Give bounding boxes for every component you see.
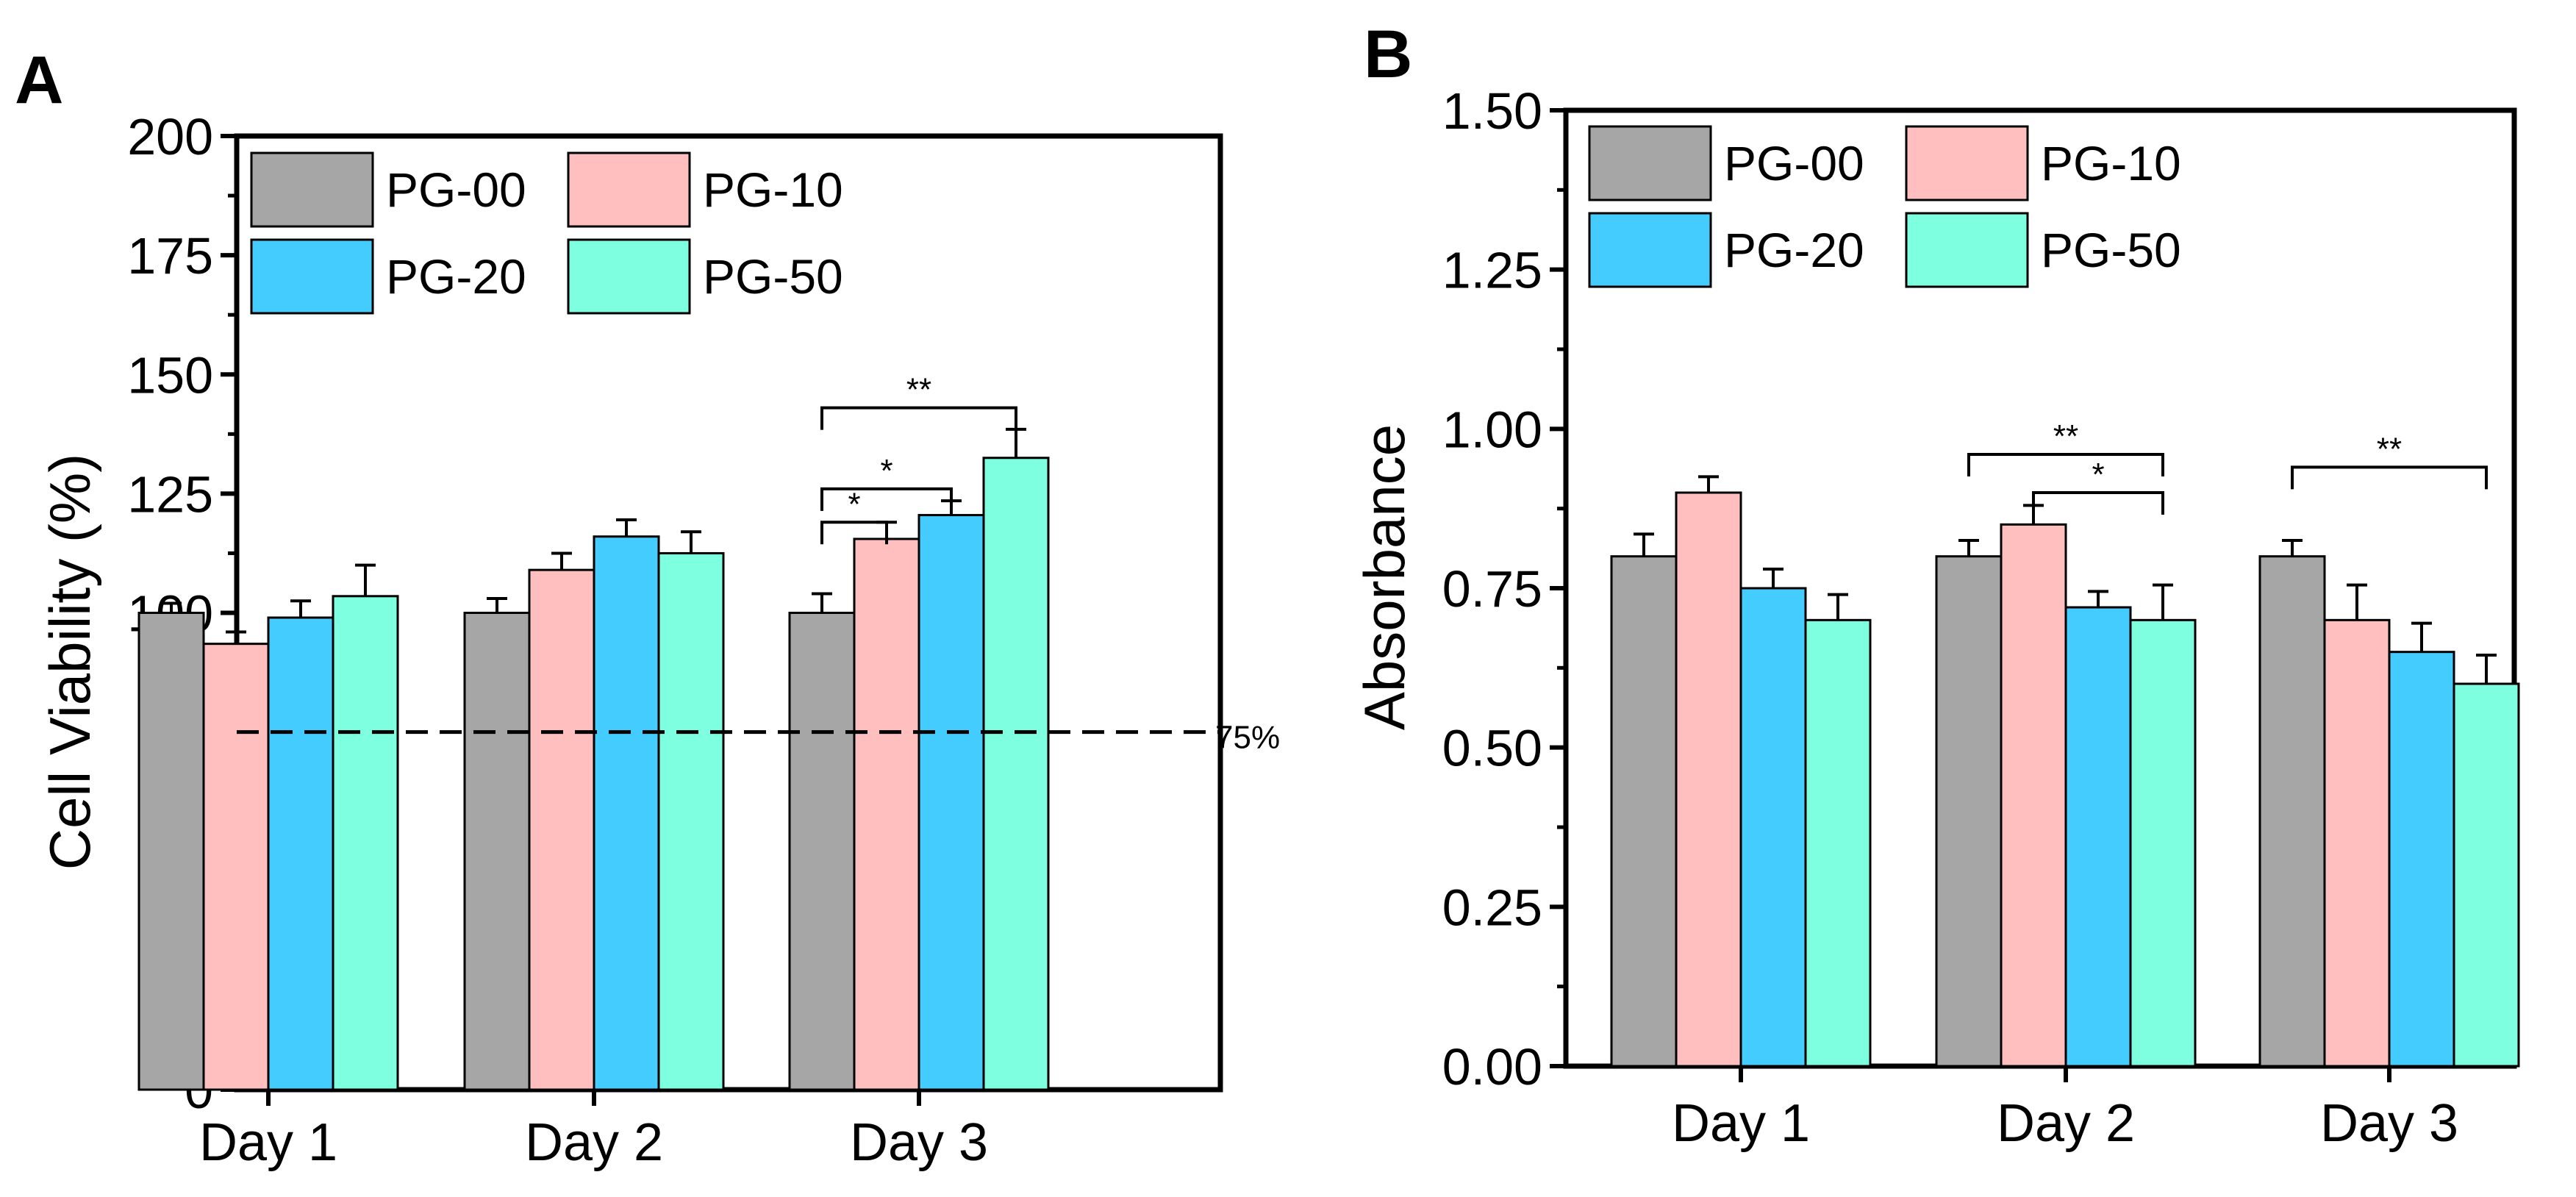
panel-a-reference-line-label: 75% [1215,720,1280,756]
panel-a-bar [463,612,531,1091]
panel-a-y-tick-label: 150 [127,346,213,404]
panel-b-bar [1675,491,1742,1068]
panel-b-y-tick-label: 0.75 [1442,560,1542,618]
panel-b-bar [2064,606,2132,1068]
panel-a-significance-bracket [820,487,953,511]
panel-b-legend-label: PG-20 [1724,223,1864,277]
panel-b-bar [1935,555,2003,1068]
panel-a-bar [853,537,920,1091]
panel-a-bar [332,595,399,1091]
panel-a-legend-swatch [567,238,691,315]
panel-a-legend-label: PG-10 [703,162,843,217]
panel-a: A Cell Viability (%) 0255075100125150175… [15,43,1280,1172]
panel-b-bar [1804,618,1872,1068]
panel-b-legend-label: PG-50 [2041,223,2181,277]
panel-a-bar [593,535,660,1091]
panel-b-y-tick-label: 0.50 [1442,720,1542,777]
panel-a-bar [788,612,856,1091]
panel-a-x-tick-label: Day 1 [199,1113,337,1172]
panel-b-x-tick-label: Day 2 [1997,1094,2135,1153]
panel-b-y-tick-label: 0.25 [1442,879,1542,936]
panel-a-bar [528,568,595,1091]
panel-a-bar [657,551,725,1091]
panel-a-significance-bracket [820,521,888,545]
panel-a-y-tick-label: 200 [127,108,213,165]
panel-b-y-axis-label: Absorbance [1352,424,1417,730]
panel-b-bar [2452,682,2520,1068]
panel-a-legend-swatch [250,238,374,315]
panel-a-bar [917,514,985,1091]
panel-b-significance-bracket [1967,453,2164,476]
panel-a-legend-label: PG-50 [703,249,843,304]
panel-b-bar [2000,523,2067,1068]
panel-b-legend-swatch [1905,212,2029,288]
panel-b-y-tick-label: 1.50 [1442,82,1542,140]
panel-b-legend-label: PG-10 [2041,136,2181,190]
panel-b-legend-swatch [1588,125,1712,201]
panel-b-y-tick-label: 1.00 [1442,401,1542,458]
panel-a-significance-bracket [820,406,1017,430]
panel-b-significance-bracket [2291,465,2488,490]
panel-b: B Absorbance 0.00 0.25 0.50 0.75 1.00 1.25 1.5… [1352,17,2520,1153]
panel-a-y-tick-label: 125 [127,465,213,523]
panel-b-x-tick-label: Day 1 [1672,1094,1810,1153]
panel-b-bar [2388,651,2455,1068]
panel-a-label: A [15,43,63,118]
panel-b-significance-label: ** [2377,431,2402,467]
panel-a-bar [137,612,205,1091]
panel-b-y-tick-label: 1.25 [1442,242,1542,299]
panel-b-significance-bracket [2032,491,2164,515]
panel-b-bar [1739,587,1807,1068]
panel-a-bar [267,616,334,1091]
panel-b-legend-swatch [1905,125,2029,201]
panel-b-significance-label: ** [2053,418,2078,454]
panel-a-x-tick-label: Day 3 [850,1113,988,1172]
panel-a-legend-label: PG-20 [386,249,526,304]
panel-a-bar [982,457,1050,1091]
panel-b-bar [2129,618,2197,1068]
panel-b-bar [2323,618,2391,1068]
panel-b-significance-label: * [2092,457,2104,493]
panel-a-significance-label: ** [906,372,931,408]
panel-b-bar [2258,555,2326,1068]
panel-a-legend-label: PG-00 [386,162,526,217]
panel-a-significance-label: * [880,453,892,489]
panel-a-y-tick-label: 175 [127,227,213,285]
panel-a-legend-swatch [250,151,374,228]
panel-b-label: B [1364,17,1412,92]
panel-a-bar [202,643,270,1091]
panel-b-y-tick-label: 0.00 [1442,1038,1542,1096]
panel-b-x-tick-label: Day 3 [2320,1094,2458,1153]
panel-a-y-axis-label: Cell Viability (%) [37,454,102,870]
panel-a-x-tick-label: Day 2 [525,1113,663,1172]
panel-a-significance-label: * [848,486,860,522]
panel-b-legend-label: PG-00 [1724,136,1864,190]
panel-b-bar [1610,555,1678,1068]
panel-a-legend-swatch [567,151,691,228]
panel-b-legend-swatch [1588,212,1712,288]
